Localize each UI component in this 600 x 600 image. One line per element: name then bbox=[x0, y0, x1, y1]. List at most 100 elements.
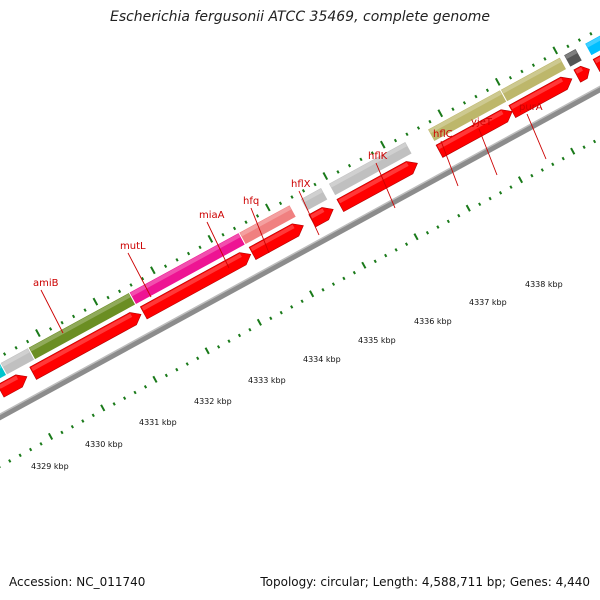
outer-tick bbox=[370, 151, 375, 155]
inner-tick bbox=[196, 356, 200, 361]
cds-arrow bbox=[592, 55, 600, 73]
inner-tick bbox=[133, 390, 137, 395]
inner-tick bbox=[331, 282, 336, 286]
inner-tick bbox=[300, 299, 304, 304]
backbone-line bbox=[0, 86, 600, 421]
gene-label-hflC: hflC bbox=[433, 129, 453, 140]
cds-arrow bbox=[0, 374, 28, 398]
cds-arrow-shine bbox=[250, 224, 295, 252]
inner-tick bbox=[18, 453, 22, 458]
inner-tick bbox=[465, 204, 471, 212]
kbp-label: 4331 kbp bbox=[139, 418, 177, 427]
kbp-label: 4335 kbp bbox=[358, 336, 396, 345]
inner-tick bbox=[100, 404, 106, 412]
outer-tick bbox=[508, 75, 513, 80]
cds-arrow-shine bbox=[141, 253, 242, 311]
outer-tick bbox=[232, 226, 237, 231]
kbp-label: 4333 kbp bbox=[248, 376, 286, 385]
inner-tick bbox=[152, 375, 158, 383]
gene-label-line bbox=[440, 140, 459, 187]
outer-tick bbox=[265, 203, 271, 212]
gene-block-shine bbox=[130, 233, 241, 297]
cds-arrow bbox=[336, 161, 418, 213]
cds-arrow-shine bbox=[338, 162, 409, 204]
outer-tick bbox=[175, 258, 179, 262]
gene-label-miaA: miaA bbox=[199, 210, 225, 221]
inner-tick bbox=[561, 156, 565, 161]
inner-tick bbox=[394, 248, 398, 252]
inner-tick bbox=[256, 318, 262, 326]
inner-tick bbox=[551, 162, 555, 167]
gene-block bbox=[238, 203, 298, 246]
gene-label-line bbox=[127, 252, 152, 298]
gene-block-shine bbox=[301, 188, 323, 203]
inner-tick bbox=[478, 202, 482, 207]
inner-tick bbox=[321, 288, 325, 292]
outer-tick bbox=[577, 38, 582, 42]
inner-tick bbox=[70, 424, 74, 429]
outer-tick bbox=[71, 314, 76, 319]
gene-block bbox=[299, 186, 329, 212]
inner-tick bbox=[570, 147, 576, 155]
inner-tick bbox=[47, 432, 54, 440]
outer-tick bbox=[278, 201, 283, 206]
inner-tick bbox=[248, 327, 252, 332]
outer-tick bbox=[322, 172, 329, 181]
cds-arrow bbox=[573, 65, 590, 83]
inner-tick bbox=[143, 385, 148, 389]
cds-arrow bbox=[435, 109, 513, 158]
outer-tick bbox=[393, 138, 398, 143]
cds-arrow bbox=[139, 252, 252, 320]
gene-block bbox=[562, 47, 584, 69]
gene-block bbox=[499, 56, 568, 103]
gene-label-line bbox=[206, 221, 230, 269]
inner-tick bbox=[413, 233, 419, 241]
cds-arrow-shine bbox=[437, 110, 504, 150]
kbp-label: 4330 kbp bbox=[85, 440, 123, 449]
inner-tick bbox=[290, 305, 294, 309]
gene-label-hfq: hfq bbox=[243, 196, 259, 207]
outer-tick bbox=[336, 170, 340, 174]
outer-tick bbox=[244, 220, 248, 224]
kbp-label: 4329 kbp bbox=[31, 462, 69, 471]
gene-block bbox=[583, 34, 600, 57]
outer-tick bbox=[531, 63, 536, 67]
outer-tick bbox=[198, 245, 202, 250]
outer-tick bbox=[379, 140, 386, 149]
outer-tick bbox=[150, 266, 156, 275]
cds-arrow-shine bbox=[0, 375, 19, 389]
inner-tick bbox=[279, 310, 283, 315]
inner-tick bbox=[81, 419, 85, 423]
outer-tick bbox=[290, 195, 294, 199]
kbp-label: 4338 kbp bbox=[525, 280, 563, 289]
inner-tick bbox=[60, 430, 64, 435]
inner-tick bbox=[530, 173, 534, 178]
inner-tick bbox=[404, 242, 409, 246]
gene-block-shine bbox=[0, 364, 2, 369]
inner-tick bbox=[8, 459, 12, 463]
gene-block-shine bbox=[585, 36, 600, 48]
outer-tick bbox=[83, 308, 87, 312]
cds-arrow-shine bbox=[31, 313, 133, 372]
inner-tick bbox=[457, 213, 461, 218]
outer-tick bbox=[552, 46, 559, 55]
outer-tick bbox=[405, 132, 409, 137]
inner-tick bbox=[39, 442, 43, 446]
gene-label-line bbox=[375, 162, 396, 209]
outer-tick bbox=[520, 69, 524, 74]
inner-tick bbox=[29, 447, 33, 452]
gene-label-amiB: amiB bbox=[33, 278, 59, 289]
inner-tick bbox=[373, 259, 377, 264]
cds-arrow-shine bbox=[575, 67, 583, 74]
gene-label-hflX: hflX bbox=[291, 179, 311, 190]
gene-block-shine bbox=[240, 205, 292, 237]
outer-tick bbox=[359, 157, 363, 162]
gene-label-purA: purA bbox=[519, 102, 543, 113]
inner-tick bbox=[123, 396, 127, 401]
genome-summary-text: Topology: circular; Length: 4,588,711 bp… bbox=[260, 575, 590, 589]
outer-tick bbox=[48, 327, 53, 331]
inner-tick bbox=[112, 402, 116, 406]
outer-tick bbox=[416, 126, 421, 130]
inner-tick bbox=[352, 270, 356, 275]
inner-tick bbox=[216, 345, 221, 349]
